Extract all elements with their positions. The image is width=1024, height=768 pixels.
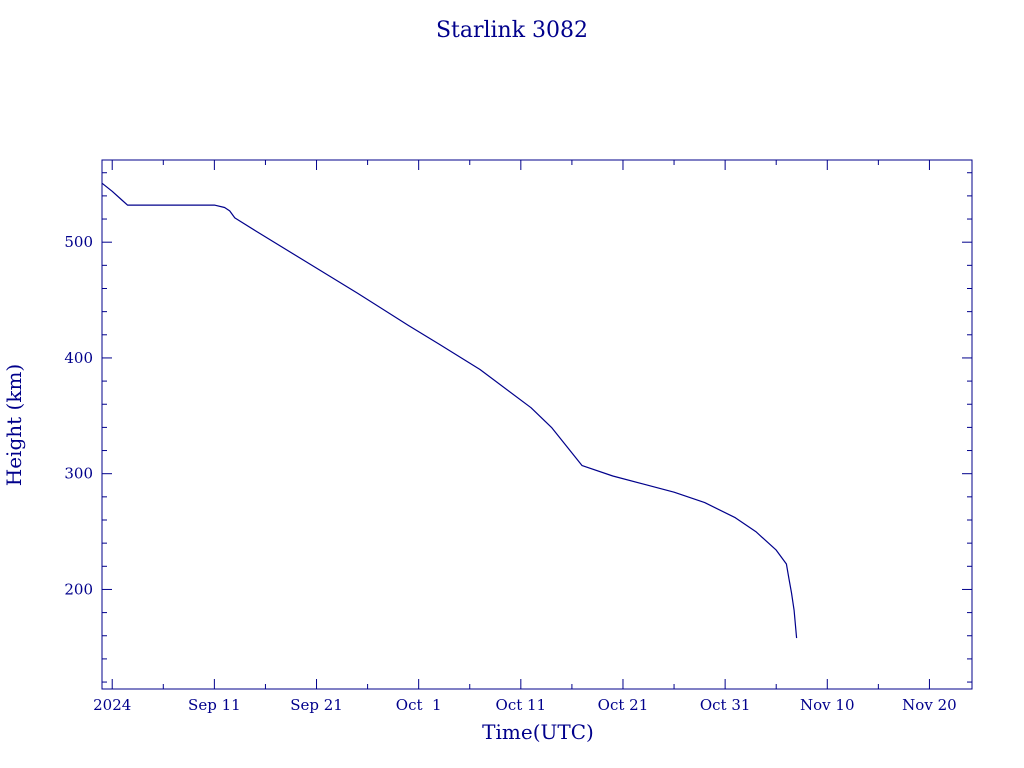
x-tick-label: Nov 10 — [800, 696, 855, 714]
x-tick-label: Sep 11 — [188, 696, 241, 714]
x-tick-label: Oct 31 — [700, 696, 751, 714]
chart-title: Starlink 3082 — [436, 18, 588, 43]
x-tick-label: Nov 20 — [902, 696, 957, 714]
height-series-line — [101, 182, 798, 639]
tick-labels: 2024 Sep 11 Sep 21 Oct 1 Oct 11 Oct 21 Oct 31 N… — [64, 233, 956, 714]
y-tick-label: 500 — [64, 233, 93, 251]
tick-marks — [102, 160, 972, 689]
x-tick-label: Oct 1 — [396, 696, 442, 714]
y-tick-label: 200 — [64, 580, 93, 598]
x-tick-label: 2024 — [93, 696, 131, 714]
y-axis-label: Height (km) — [2, 364, 26, 486]
x-tick-label: Oct 11 — [496, 696, 547, 714]
x-tick-label: Sep 21 — [290, 696, 343, 714]
series-layer — [101, 182, 798, 639]
plot-frame — [101, 159, 973, 690]
y-tick-label: 300 — [64, 465, 93, 483]
x-tick-label: Oct 21 — [598, 696, 649, 714]
x-axis-label: Time(UTC) — [482, 720, 594, 744]
y-tick-label: 400 — [64, 349, 93, 367]
